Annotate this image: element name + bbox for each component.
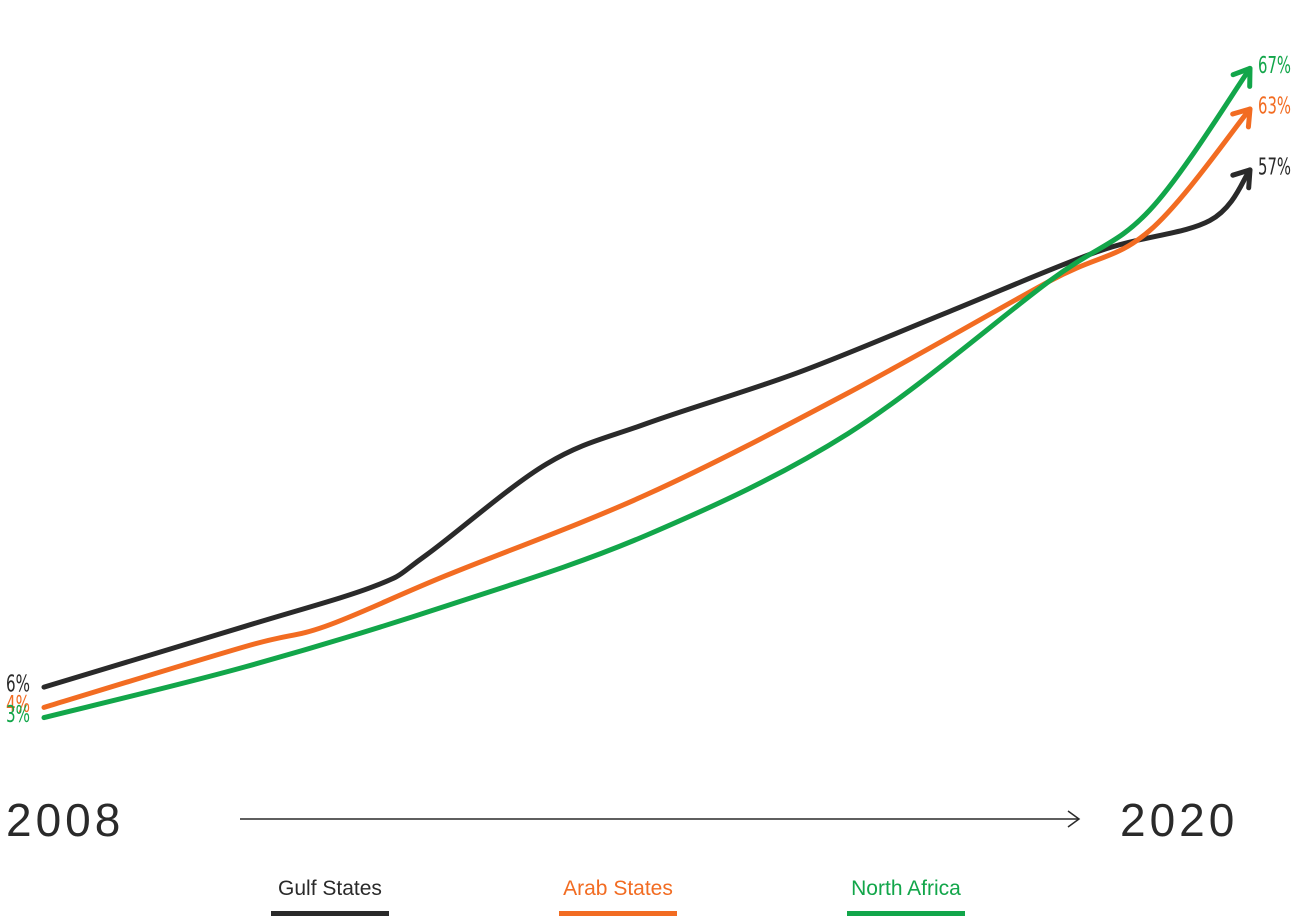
start-label-north-africa: 3% — [6, 702, 30, 728]
year-end-label: 2020 — [1120, 794, 1238, 846]
year-start-label: 2008 — [6, 794, 124, 846]
legend-swatch-gulf-states — [271, 911, 389, 916]
end-labels: 6% 57% 4% 63% 3% 67% — [6, 53, 1291, 728]
series-line-north-africa — [41, 65, 1253, 721]
legend-label-north-africa: North Africa — [851, 877, 961, 900]
legend-label-gulf-states: Gulf States — [278, 877, 382, 900]
series-line-gulf-states — [41, 167, 1253, 690]
end-label-gulf-states: 57% — [1258, 154, 1291, 180]
series-line-arab-states — [41, 106, 1253, 710]
series-arrowhead-gulf-states — [1230, 167, 1253, 191]
start-label-gulf-states: 6% — [6, 672, 30, 698]
series-arrowhead-north-africa — [1230, 65, 1253, 89]
series-layer — [41, 65, 1253, 721]
end-label-north-africa: 67% — [1258, 53, 1291, 79]
start-label-arab-states: 4% — [6, 692, 30, 718]
legend: Gulf States Arab States North Africa — [271, 877, 965, 916]
end-label-arab-states: 63% — [1258, 94, 1291, 120]
legend-swatch-arab-states — [559, 911, 677, 916]
legend-swatch-north-africa — [847, 911, 965, 916]
legend-label-arab-states: Arab States — [563, 877, 673, 900]
time-axis-arrowhead — [1067, 810, 1081, 828]
series-arrowhead-arab-states — [1230, 106, 1253, 130]
